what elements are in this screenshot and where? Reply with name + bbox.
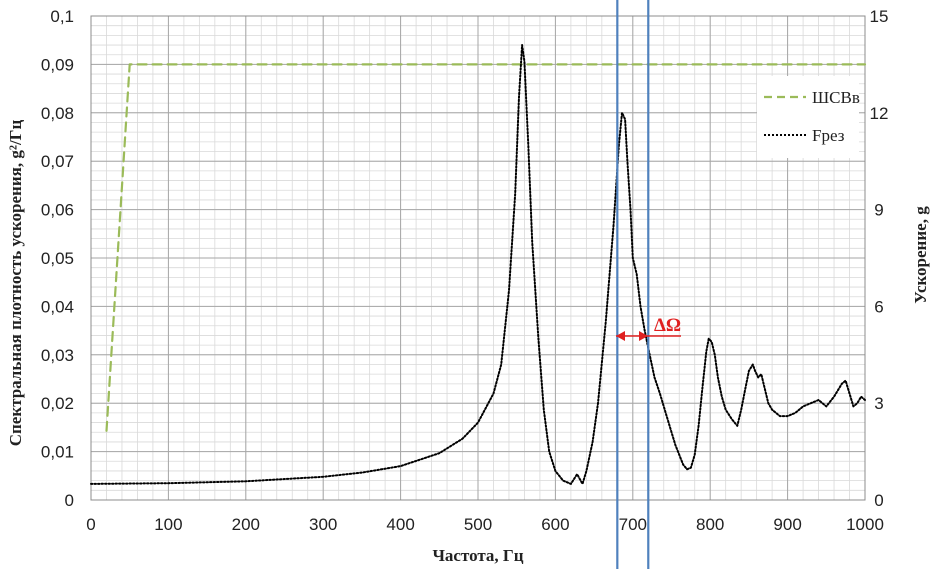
y-tick-label: 0: [65, 491, 74, 510]
y2-tick-label: 9: [874, 201, 883, 220]
plot-frame: [90, 15, 866, 501]
grid: [90, 15, 866, 501]
marker-group: [616, 0, 650, 569]
y2-tick-label: 6: [874, 297, 883, 316]
legend: ШСВв Fрез: [757, 76, 860, 158]
x-tick-label: 800: [696, 515, 724, 534]
x-tick-label: 0: [86, 515, 95, 534]
annotation-arrowhead-left: [616, 331, 625, 341]
x-tick-label: 200: [232, 515, 260, 534]
y-tick-label: 0,02: [41, 394, 74, 413]
tick-labels: 0 100 200 300 400 500 600 700 800 900 1000 0 0,01 0,0…: [41, 7, 889, 534]
y-tick-label: 0,08: [41, 104, 74, 123]
legend-label-shsvv: ШСВв: [812, 88, 860, 107]
annotation-arrowhead-right: [639, 331, 648, 341]
legend-label-frez: Fрез: [812, 126, 845, 145]
series-line-shsvv: [105, 63, 867, 432]
y-tick-label: 0,01: [41, 443, 74, 462]
x-tick-label: 400: [386, 515, 414, 534]
y2-tick-label: 0: [874, 491, 883, 510]
x-tick-label: 700: [619, 515, 647, 534]
y-tick-label: 0,07: [41, 152, 74, 171]
y-tick-label: 0,03: [41, 346, 74, 365]
y2-axis-title: Ускорение, g: [911, 206, 930, 304]
y-tick-label: 0,06: [41, 201, 74, 220]
annotation-label: ΔΩ: [654, 315, 681, 336]
x-axis-title: Частота, Гц: [432, 546, 523, 565]
plot-border: [90, 15, 866, 501]
y-tick-label: 0,05: [41, 249, 74, 268]
series-line-frez: [90, 44, 866, 485]
y2-tick-label: 15: [870, 7, 889, 26]
x-tick-label: 1000: [846, 515, 884, 534]
x-tick-label: 600: [541, 515, 569, 534]
x-tick-label: 900: [773, 515, 801, 534]
y2-tick-label: 12: [870, 104, 889, 123]
y-axis-title: Спектральная плотность ускорения, g²/Гц: [6, 120, 25, 447]
y-tick-label: 0,09: [41, 55, 74, 74]
y-tick-label: 0,1: [50, 7, 74, 26]
x-tick-label: 500: [464, 515, 492, 534]
series-group: [90, 44, 867, 485]
x-tick-label: 300: [309, 515, 337, 534]
y-tick-label: 0,04: [41, 297, 74, 316]
legend-box: [757, 76, 859, 158]
x-tick-label: 100: [154, 515, 182, 534]
y2-tick-label: 3: [874, 394, 883, 413]
delta-omega-annotation: ΔΩ: [616, 315, 681, 341]
